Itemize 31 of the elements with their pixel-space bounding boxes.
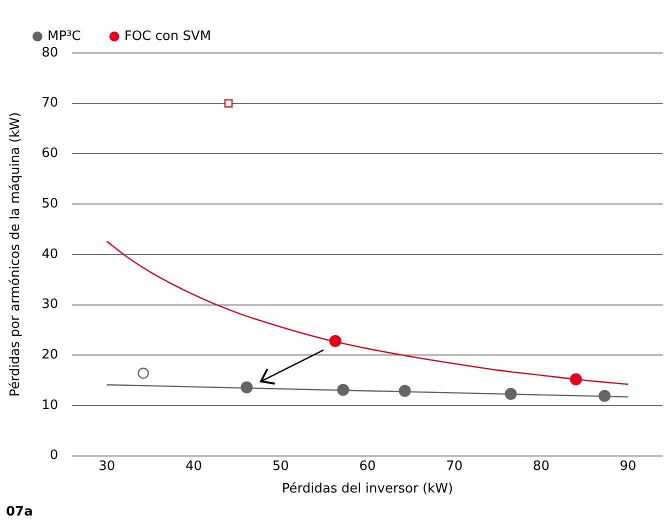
x-tick-label: 90 [620, 458, 636, 474]
point [138, 368, 149, 379]
x-tick-label: 80 [532, 458, 550, 474]
y-tick-label: 60 [42, 146, 58, 162]
point [598, 390, 611, 402]
x-tick-label: 30 [98, 458, 116, 474]
point [329, 335, 342, 347]
y-tick-label: 40 [42, 246, 58, 262]
y-tick-label: 20 [42, 347, 58, 362]
x-tick-label: 50 [272, 458, 289, 474]
y-tick-label: 30 [42, 297, 58, 312]
point [337, 384, 350, 396]
x-tick-label: 70 [446, 458, 463, 474]
x-tick-label: 60 [359, 458, 376, 474]
point [398, 384, 411, 397]
point [504, 388, 517, 400]
point [570, 373, 582, 386]
y-axis-title: Pérdidas por armónicos de la máquina (kW) [8, 112, 24, 397]
y-tick-label: 0 [50, 448, 58, 464]
line-series [106, 240, 629, 385]
y-tick-label: 80 [42, 45, 58, 60]
y-tick-label: 50 [42, 196, 58, 212]
x-tick-label: 40 [185, 458, 202, 474]
legend-label: MP³C [48, 28, 81, 44]
point [240, 381, 253, 394]
point [224, 99, 233, 108]
x-axis-title: Pérdidas del inversor (kW) [282, 482, 454, 497]
y-tick-label: 70 [42, 96, 58, 111]
text: 07a [6, 504, 33, 520]
y-tick-label: 10 [42, 398, 58, 413]
legend-label: FOC con SVM [124, 28, 212, 44]
